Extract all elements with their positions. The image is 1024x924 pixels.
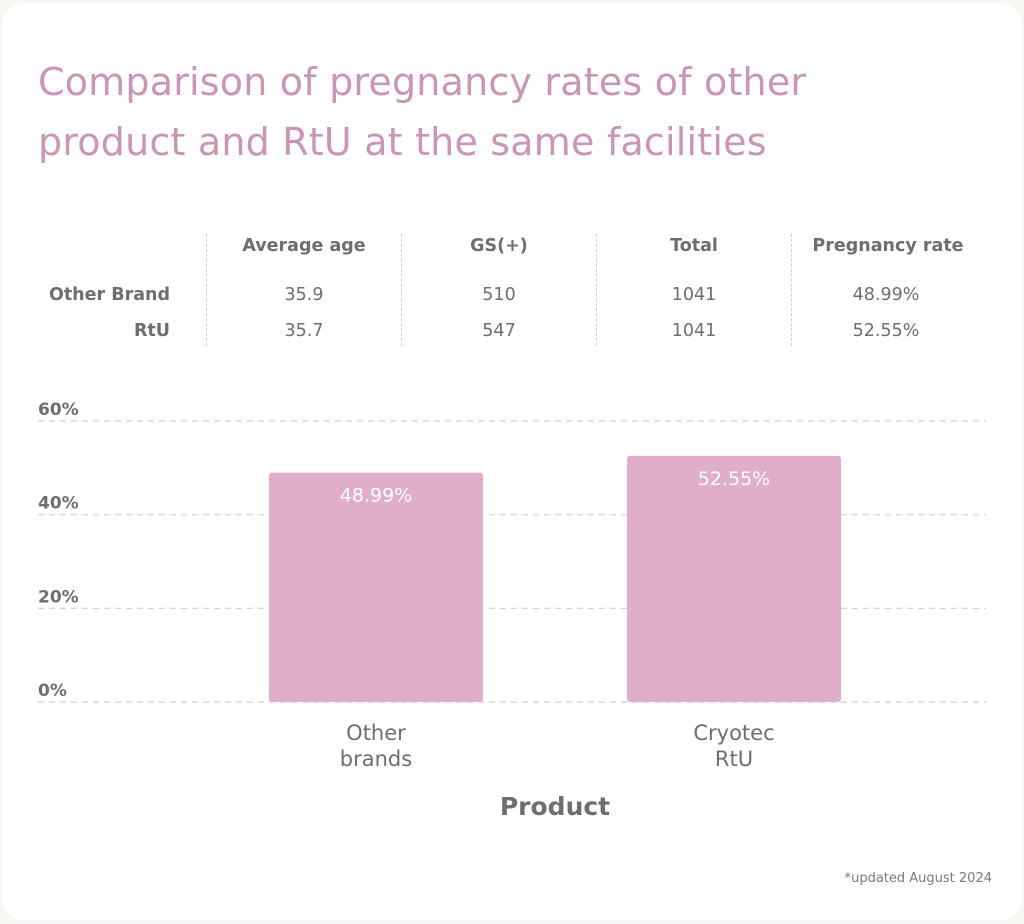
chart-title: Comparison of pregnancy rates of other p… xyxy=(38,60,807,164)
x-category-label: brands xyxy=(340,747,412,771)
row-label-other-brand: Other Brand xyxy=(48,285,170,305)
column-divider xyxy=(401,234,402,346)
cell-rtu-average-age: 35.7 xyxy=(284,321,324,341)
y-tick-label: 40% xyxy=(38,494,79,514)
cell-rtu-total: 1041 xyxy=(671,321,717,341)
row-label-rtu: RtU xyxy=(133,321,170,341)
column-divider xyxy=(791,234,792,346)
x-category-label: RtU xyxy=(715,747,753,771)
footnote: *updated August 2024 xyxy=(844,871,992,886)
x-axis-title: Product xyxy=(500,792,610,821)
bar-1 xyxy=(269,472,483,702)
cell-rtu-pregnancy-rate: 52.55% xyxy=(852,321,920,341)
column-divider xyxy=(206,234,207,346)
chart-card xyxy=(2,3,1022,920)
column-header-pregnancy-rate: Pregnancy rate xyxy=(812,236,964,256)
y-tick-label: 0% xyxy=(38,681,67,701)
x-category-label: Other xyxy=(346,721,406,745)
cell-other-gs-positive: 510 xyxy=(482,285,516,305)
cell-other-average-age: 35.9 xyxy=(284,285,324,305)
column-header-average-age: Average age xyxy=(242,236,366,256)
column-divider xyxy=(596,234,597,346)
cell-other-pregnancy-rate: 48.99% xyxy=(852,285,920,305)
x-category-label: Cryotec xyxy=(693,721,774,745)
bar-2 xyxy=(627,455,841,702)
y-tick-label: 20% xyxy=(38,587,79,607)
cell-rtu-gs-positive: 547 xyxy=(482,321,516,341)
column-header-gs-positive: GS(+) xyxy=(470,236,528,256)
cell-other-total: 1041 xyxy=(671,285,717,305)
bar-data-label: 48.99% xyxy=(340,485,412,507)
y-tick-label: 60% xyxy=(38,400,79,420)
bar-data-label: 52.55% xyxy=(698,468,770,490)
column-header-total: Total xyxy=(670,236,718,256)
